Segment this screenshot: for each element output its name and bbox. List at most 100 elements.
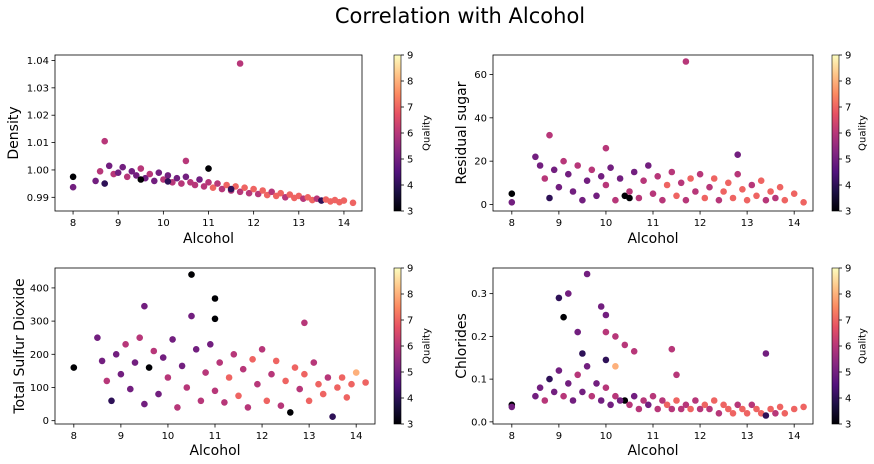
scatter-point [164, 172, 172, 179]
scatter-point [583, 177, 591, 184]
x-tick-label: 9 [118, 431, 124, 442]
colorbar-tick-label: 4 [845, 394, 851, 405]
scatter-point [597, 397, 605, 404]
colorbar-tick-label: 9 [845, 51, 851, 62]
scatter-point [178, 362, 186, 370]
scatter-point [654, 173, 661, 180]
scatter-point [772, 410, 779, 417]
scatter-point [663, 181, 671, 189]
scatter-point [188, 312, 195, 320]
scatter-point [362, 379, 369, 386]
y-tick-label: 0.99 [27, 193, 49, 204]
scatter-point [103, 377, 111, 385]
scatter-point [546, 194, 553, 202]
scatter-point [258, 346, 266, 353]
scatter-point [196, 176, 203, 183]
scatter-point [800, 199, 807, 206]
axes-frame [492, 267, 814, 425]
scatter-point [734, 151, 741, 158]
scatter-point [268, 370, 275, 378]
scatter-point [546, 375, 553, 383]
scatter-point [743, 196, 751, 204]
scatter-point [123, 173, 131, 181]
scatter-panel-1: 8 9 10 11 12 13 14 0.99 1.00 1.01 1.02 1.03 1.04 Alco… [6, 51, 433, 248]
y-tick-label: 0.0 [471, 417, 487, 428]
y-tick-label: 1.03 [27, 83, 49, 94]
y-tick-label: 1.00 [27, 165, 49, 176]
scatter-point [164, 374, 172, 381]
colorbar-tick-label: 4 [407, 394, 413, 405]
scatter-point [101, 137, 108, 145]
scatter-point [668, 345, 676, 353]
colorbar-gradient [393, 267, 402, 425]
colorbar-tick-label: 8 [407, 77, 413, 88]
scatter-point [565, 380, 572, 387]
scatter-point [108, 397, 115, 405]
scatter-point [790, 190, 798, 197]
scatter-point [282, 377, 289, 385]
colorbar-tick-label: 9 [407, 264, 413, 275]
colorbar-tick-label: 4 [407, 181, 413, 192]
scatter-point [602, 144, 610, 152]
scatter-points [70, 271, 369, 421]
scatter-point [92, 177, 99, 185]
scatter-point [677, 405, 685, 413]
scatter-point [188, 271, 195, 278]
scatter-point [541, 397, 549, 404]
scatter-point [607, 164, 614, 171]
scatter-point [701, 194, 709, 202]
scatter-point [146, 170, 154, 178]
scatter-point [236, 60, 244, 67]
scatter-point [555, 367, 563, 374]
scatter-point [277, 189, 285, 197]
x-tick-label: 9 [115, 218, 121, 229]
scatter-point [301, 319, 308, 327]
scatter-point [174, 404, 181, 411]
colorbar: 3 4 5 6 7 8 9 Quality [831, 51, 869, 218]
colorbar-tick-label: 8 [845, 290, 851, 301]
y-tick-label: 400 [30, 283, 49, 294]
scatter-point [101, 180, 108, 187]
scatter-point [254, 190, 262, 198]
scatter-point [117, 370, 125, 378]
scatter-point [141, 302, 148, 310]
colorbar-label: Quality [858, 328, 869, 364]
scatter-point [762, 350, 770, 357]
scatter-point [173, 174, 181, 182]
scatter-point [96, 168, 104, 175]
scatter-point [541, 175, 549, 182]
scatter-point [616, 397, 624, 404]
scatter-point [706, 183, 713, 191]
scatter-point [729, 194, 737, 202]
scatter-point [69, 183, 77, 191]
scatter-point [532, 153, 539, 161]
x-tick-label: 12 [694, 431, 707, 442]
scatter-point [616, 175, 624, 182]
scatter-point [221, 399, 228, 406]
scatter-point [574, 371, 581, 379]
x-tick-label: 10 [157, 218, 170, 229]
scatter-point [729, 410, 737, 417]
scatter-point [315, 380, 322, 388]
scatter-point [626, 188, 633, 195]
scatter-point [127, 385, 134, 393]
scatter-point [630, 392, 638, 400]
x-tick-label: 12 [247, 218, 260, 229]
scatter-point [218, 185, 226, 193]
scatter-point [249, 356, 256, 363]
scatter-point [340, 197, 348, 204]
y-tick-label: 0 [43, 416, 49, 427]
scatter-point [141, 400, 148, 408]
colorbar-tick-label: 9 [845, 264, 851, 275]
scatter-point [560, 313, 567, 321]
scatter-point [349, 199, 357, 207]
x-axis-label: Alcohol [189, 443, 240, 459]
scatter-point [105, 162, 113, 170]
scatter-point [183, 384, 191, 391]
scatter-point [602, 328, 610, 336]
scatter-point [254, 380, 261, 388]
scatter-point [776, 183, 784, 191]
x-tick-label: 8 [70, 218, 76, 229]
scatter-point [701, 401, 709, 409]
scatter-point [214, 180, 221, 187]
